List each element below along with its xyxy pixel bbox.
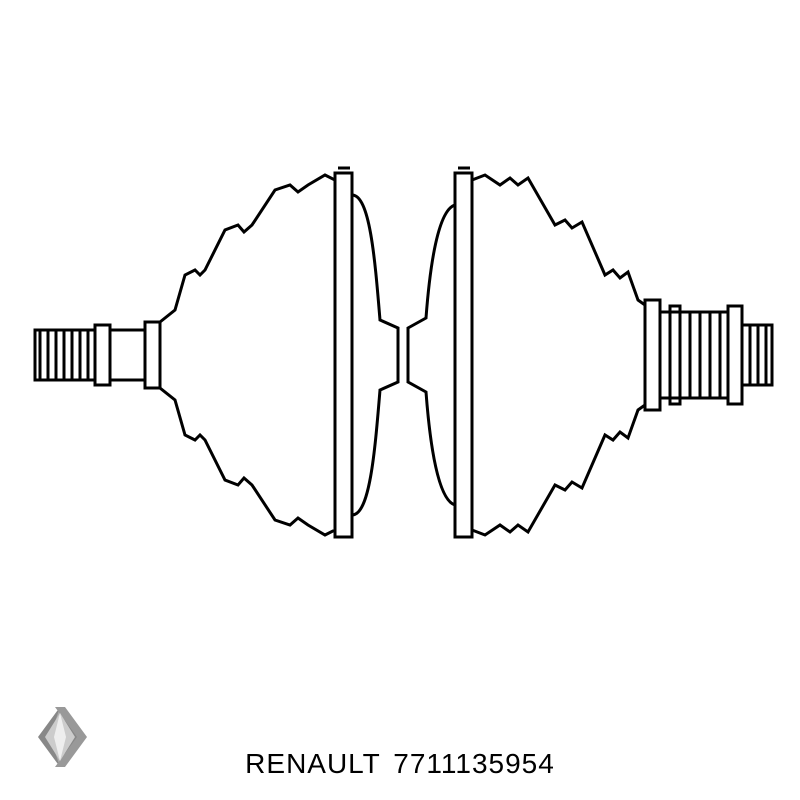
- renault-logo: [20, 705, 100, 775]
- product-label: RENAULT 7711135954: [245, 748, 555, 780]
- product-footer: RENAULT 7711135954: [0, 710, 800, 800]
- part-number: 7711135954: [393, 748, 555, 779]
- brand-name: RENAULT: [245, 748, 381, 779]
- drive-shaft-illustration: [10, 10, 790, 700]
- product-diagram: [10, 10, 790, 700]
